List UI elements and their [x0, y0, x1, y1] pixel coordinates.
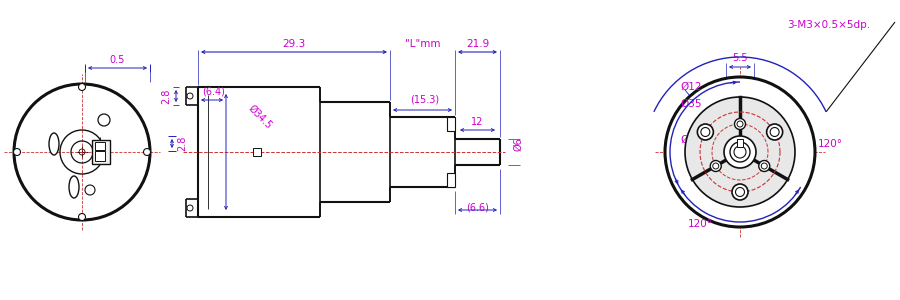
Text: Ø6: Ø6	[513, 137, 523, 151]
Bar	[447, 117, 455, 131]
Circle shape	[78, 214, 86, 220]
Bar	[737, 139, 743, 147]
Circle shape	[713, 163, 719, 169]
Circle shape	[78, 83, 86, 91]
Circle shape	[767, 124, 783, 140]
Text: Ø12: Ø12	[680, 82, 701, 92]
Text: (15.3): (15.3)	[410, 95, 439, 105]
Circle shape	[701, 128, 710, 136]
Text: 120°: 120°	[688, 219, 713, 229]
Bar	[92, 140, 110, 164]
Circle shape	[710, 160, 721, 172]
Circle shape	[698, 124, 714, 140]
Text: 120°: 120°	[818, 139, 843, 149]
Text: Ø34.5: Ø34.5	[247, 103, 274, 131]
Text: 5.5: 5.5	[733, 53, 748, 63]
Circle shape	[732, 184, 748, 200]
Text: Ø28: Ø28	[680, 135, 701, 145]
Text: 21.9: 21.9	[466, 39, 489, 49]
Circle shape	[770, 128, 779, 136]
Text: 2.8: 2.8	[177, 135, 187, 151]
Bar	[447, 173, 455, 187]
Bar	[95, 142, 105, 150]
Text: "L"mm: "L"mm	[405, 39, 440, 49]
Ellipse shape	[49, 133, 59, 155]
Text: 2.8: 2.8	[161, 88, 171, 104]
Circle shape	[759, 160, 769, 172]
Text: (6.4): (6.4)	[202, 87, 225, 97]
Circle shape	[85, 185, 95, 195]
Text: 3-M3×0.5×5dp.: 3-M3×0.5×5dp.	[787, 20, 870, 30]
Text: 12: 12	[472, 117, 483, 127]
Text: 29.3: 29.3	[283, 39, 306, 49]
Bar	[253, 148, 261, 156]
Circle shape	[734, 118, 745, 130]
Bar	[95, 151, 105, 161]
Circle shape	[685, 97, 795, 207]
Text: (6.6): (6.6)	[466, 202, 489, 212]
Circle shape	[734, 146, 746, 158]
Circle shape	[724, 136, 756, 168]
Circle shape	[187, 205, 193, 211]
Circle shape	[187, 93, 193, 99]
Circle shape	[737, 121, 743, 127]
Ellipse shape	[69, 176, 79, 198]
Circle shape	[730, 142, 750, 162]
Circle shape	[761, 163, 767, 169]
Text: 0.5: 0.5	[109, 55, 125, 65]
Circle shape	[735, 188, 744, 196]
Circle shape	[665, 77, 815, 227]
Circle shape	[143, 148, 150, 155]
Text: Ø35: Ø35	[680, 99, 701, 109]
Circle shape	[98, 114, 110, 126]
Circle shape	[14, 148, 21, 155]
